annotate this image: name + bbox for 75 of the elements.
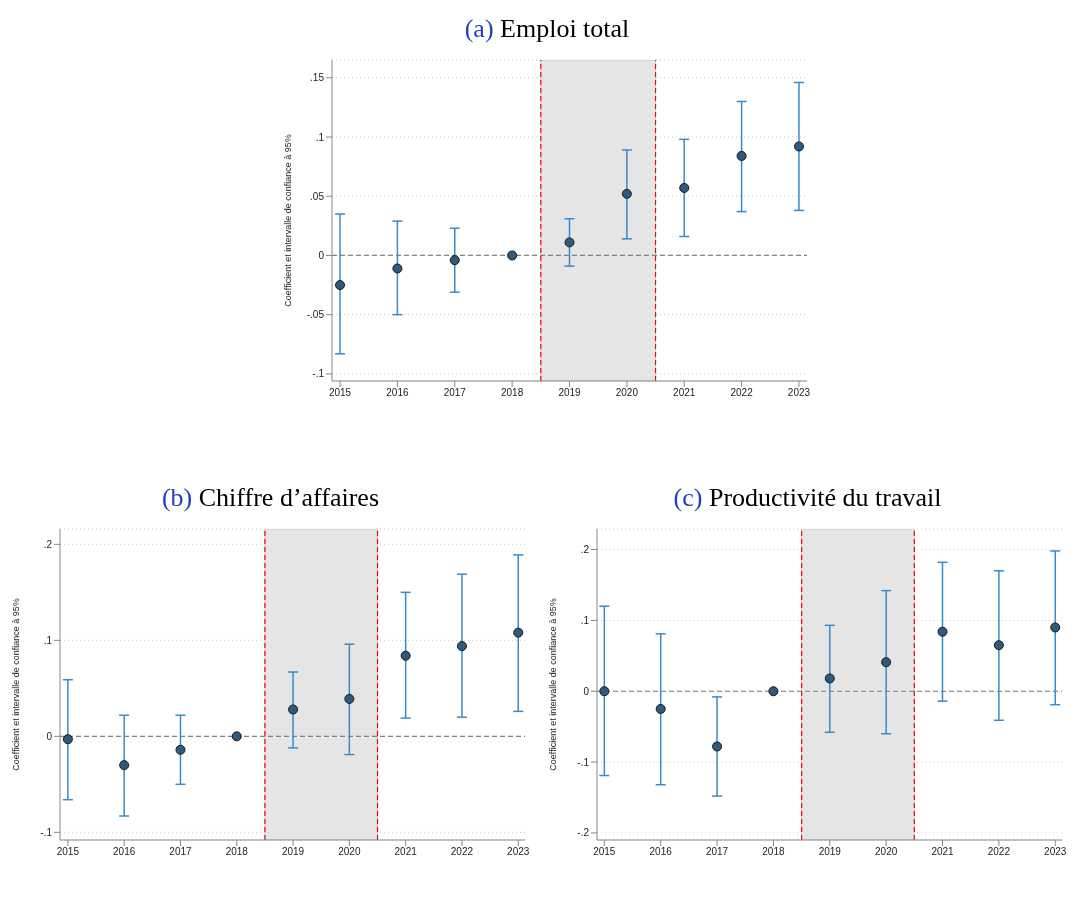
x-tick-label: 2017 [169, 846, 193, 858]
x-tick-label: 2021 [931, 846, 955, 858]
y-tick-label: -.2 [577, 827, 590, 839]
point [62, 734, 73, 745]
point [881, 657, 892, 668]
x-tick-label: 2023 [787, 387, 811, 399]
y-tick-label: -.1 [40, 826, 53, 838]
x-tick-label: 2017 [705, 846, 729, 858]
point [231, 731, 242, 742]
point [506, 250, 517, 261]
point [513, 627, 524, 638]
x-tick-label: 2021 [672, 387, 696, 399]
x-tick-label: 2016 [113, 846, 136, 858]
point [344, 693, 355, 704]
point [937, 626, 948, 637]
x-tick-label: 2016 [649, 846, 673, 858]
point [334, 280, 345, 291]
y-tick-label: 0 [317, 249, 324, 261]
point [599, 686, 610, 697]
y-tick-label: 0 [46, 730, 53, 742]
y-tick-label: -.1 [311, 368, 324, 380]
y-tick-label: .1 [315, 131, 324, 143]
point [391, 263, 402, 274]
point [736, 150, 747, 161]
chart-title: (b) Chiffre d’affaires [160, 483, 381, 514]
y-tick-label: -.1 [577, 756, 590, 768]
y-tick-label: -.05 [306, 309, 324, 321]
x-tick-label: 2018 [762, 846, 785, 858]
point [993, 640, 1004, 651]
point [768, 686, 779, 697]
x-tick-label: 2023 [1044, 846, 1067, 858]
x-tick-label: 2022 [450, 846, 474, 858]
x-tick-label: 2018 [500, 387, 524, 399]
y-tick-label: .2 [43, 538, 53, 550]
y-tick-label: 0 [583, 685, 590, 697]
point [1050, 622, 1061, 633]
x-tick-label: 2019 [557, 387, 581, 399]
chart-title: (a) Emploi total [463, 14, 631, 45]
point [456, 641, 467, 652]
point [400, 650, 411, 661]
x-tick-label: 2015 [328, 387, 352, 399]
x-tick-label: 2016 [385, 387, 409, 399]
chart-title: (c) Productivité du travail [672, 483, 943, 514]
point [824, 673, 835, 684]
y-tick-label: .1 [43, 634, 53, 646]
y-tick-label: .15 [309, 72, 324, 84]
point [175, 744, 186, 755]
x-tick-label: 2018 [225, 846, 249, 858]
point [621, 188, 632, 199]
point [678, 182, 689, 193]
x-tick-label: 2015 [56, 846, 80, 858]
x-tick-label: 2021 [394, 846, 418, 858]
x-tick-label: 2019 [281, 846, 305, 858]
x-tick-label: 2020 [338, 846, 361, 858]
point [793, 141, 804, 152]
point [712, 741, 723, 752]
y-tick-label: .2 [580, 544, 590, 556]
x-tick-label: 2019 [818, 846, 842, 858]
y-tick-label: .05 [309, 190, 324, 202]
x-tick-label: 2022 [729, 387, 753, 399]
point [655, 703, 666, 714]
x-tick-label: 2020 [615, 387, 638, 399]
y-axis-title: Coefficient et intervalle de confiance à 95% [548, 598, 559, 771]
y-axis-title: Coefficient et intervalle de confiance à 95% [282, 134, 293, 307]
x-tick-label: 2017 [443, 387, 466, 399]
y-axis-title: Coefficient et intervalle de confiance à 95% [11, 598, 22, 771]
point [563, 237, 575, 248]
x-tick-label: 2020 [875, 846, 898, 858]
x-tick-label: 2015 [593, 846, 616, 858]
x-tick-label: 2023 [507, 846, 530, 858]
point [119, 760, 130, 771]
point [288, 704, 299, 715]
y-tick-label: .1 [580, 614, 590, 626]
x-tick-label: 2022 [987, 846, 1011, 858]
point [449, 255, 460, 266]
